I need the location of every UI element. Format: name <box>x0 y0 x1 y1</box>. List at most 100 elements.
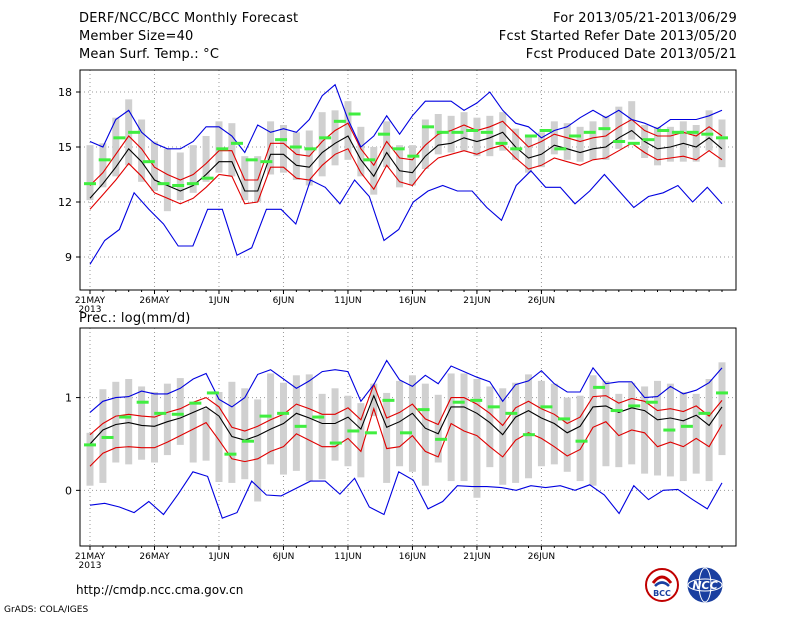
temp-mode-marker-32 <box>554 147 567 151</box>
prec-mode-marker-0 <box>84 443 96 447</box>
temp-box-44 <box>654 126 662 166</box>
prec-mode-marker-26 <box>540 405 553 409</box>
prec-mode-marker-16 <box>364 431 377 435</box>
prec-box-7 <box>176 378 184 445</box>
temp-ytick-label-12: 12 <box>58 196 72 209</box>
temp-mode-marker-30 <box>524 134 537 138</box>
temp-mode-marker-43 <box>716 136 728 140</box>
prec-box-5 <box>150 392 158 463</box>
temp-box-24 <box>396 145 404 188</box>
prec-mode-marker-25 <box>522 433 535 437</box>
ncc-logo-text: NCC <box>692 579 717 592</box>
prec-mode-marker-20 <box>435 437 448 441</box>
temp-ytick-label-15: 15 <box>58 141 72 154</box>
temperature-variable-label: Mean Surf. Temp.: °C <box>79 47 220 62</box>
temp-box-29 <box>460 112 468 151</box>
temp-mode-marker-12 <box>260 160 273 164</box>
temp-box-31 <box>486 115 494 157</box>
temp-plot-frame <box>79 69 737 291</box>
temp-series-ensemble_mean <box>89 129 723 199</box>
prec-box-49 <box>718 362 726 456</box>
prec-box-42 <box>628 382 636 465</box>
temp-box-45 <box>666 126 674 162</box>
prec-box-23 <box>383 392 391 483</box>
temp-box-21 <box>357 126 365 177</box>
prec-box-39 <box>589 375 597 486</box>
prec-mode-marker-23 <box>487 405 500 409</box>
temp-box-19 <box>331 110 339 166</box>
prec-mode-marker-10 <box>259 414 272 418</box>
prec-mode-marker-34 <box>680 424 693 428</box>
prec-ytick-label-1: 1 <box>65 392 72 405</box>
temp-mode-marker-21 <box>392 147 405 151</box>
ncc-logo-orbit-v <box>698 567 712 603</box>
grads-credit: GrADS: COLA/IGES <box>4 605 89 615</box>
temp-series-maximum <box>89 83 723 154</box>
prec-mode-marker-30 <box>610 409 623 413</box>
temp-mode-marker-10 <box>230 141 243 145</box>
prec-box-2 <box>112 381 120 463</box>
prec-mode-marker-32 <box>645 400 658 404</box>
prec-mode-marker-29 <box>593 385 606 389</box>
temp-mode-marker-22 <box>407 154 420 158</box>
prec-mode-marker-12 <box>294 424 307 428</box>
temp-ytick-label-9: 9 <box>65 251 72 264</box>
prec-mode-marker-22 <box>470 398 483 402</box>
temp-mode-marker-7 <box>186 182 199 186</box>
temp-xtick-label-26MAY: 26MAY <box>139 296 170 306</box>
prec-box-14 <box>267 373 275 465</box>
prec-xtick-label-21JUN: 21JUN <box>463 552 490 562</box>
temp-mode-marker-25 <box>451 130 464 134</box>
temp-xtick-label-26JUN: 26JUN <box>528 296 555 306</box>
temp-box-10 <box>215 121 223 173</box>
source-url[interactable]: http://cmdp.ncc.cma.gov.cn <box>76 583 244 597</box>
prec-box-46 <box>679 392 687 482</box>
prec-box-19 <box>331 388 339 461</box>
prec-xyear-label: 2013 <box>79 561 102 571</box>
prec-xtick-label-26MAY: 26MAY <box>139 552 170 562</box>
temp-box-4 <box>138 119 146 182</box>
temp-box-2 <box>112 117 120 177</box>
prec-series-minimum <box>89 470 723 519</box>
temp-box-38 <box>576 126 584 162</box>
prec-box-27 <box>434 394 442 463</box>
temp-mode-marker-13 <box>275 138 288 142</box>
prec-mode-marker-35 <box>698 411 711 415</box>
temp-mode-marker-36 <box>613 140 626 143</box>
temp-mode-marker-4 <box>142 160 155 164</box>
temp-mode-marker-8 <box>201 176 214 180</box>
temp-box-35 <box>537 132 545 168</box>
ncc-logo-orbit-h <box>687 578 723 592</box>
forecast-produced-label: Fcst Produced Date 2013/05/21 <box>525 47 737 62</box>
temp-mode-marker-1 <box>98 158 111 162</box>
prec-mode-marker-4 <box>154 411 167 415</box>
temp-box-17 <box>305 130 313 186</box>
prec-mode-marker-27 <box>558 417 570 421</box>
prec-box-44 <box>654 380 662 476</box>
prec-box-21 <box>357 403 365 478</box>
prec-box-8 <box>189 402 197 463</box>
temp-mode-marker-16 <box>319 136 332 140</box>
temp-box-15 <box>279 125 287 173</box>
temp-mode-marker-39 <box>657 129 670 132</box>
prec-box-26 <box>421 383 429 486</box>
temp-mode-marker-9 <box>216 147 229 151</box>
temp-mode-marker-41 <box>686 130 699 134</box>
prec-box-41 <box>615 393 623 468</box>
prec-box-12 <box>241 388 249 480</box>
prec-xtick-label-21MAY: 21MAY <box>75 552 106 562</box>
temp-xtick-label-21JUN: 21JUN <box>463 296 490 306</box>
temp-mode-marker-20 <box>377 132 390 136</box>
prec-mode-marker-9 <box>242 439 254 443</box>
temp-box-20 <box>344 101 352 160</box>
prec-box-6 <box>163 383 171 456</box>
prec-box-40 <box>602 380 610 467</box>
bcc-logo-wave <box>654 581 670 587</box>
prec-box-9 <box>202 408 210 461</box>
prec-box-13 <box>254 399 262 502</box>
member-size-label: Member Size=40 <box>79 29 194 44</box>
temp-box-42 <box>628 101 636 140</box>
prec-box-16 <box>292 375 300 471</box>
precip-variable-label: Prec.: log(mm/d) <box>79 311 191 326</box>
forecast-period-label: For 2013/05/21-2013/06/29 <box>553 11 737 26</box>
